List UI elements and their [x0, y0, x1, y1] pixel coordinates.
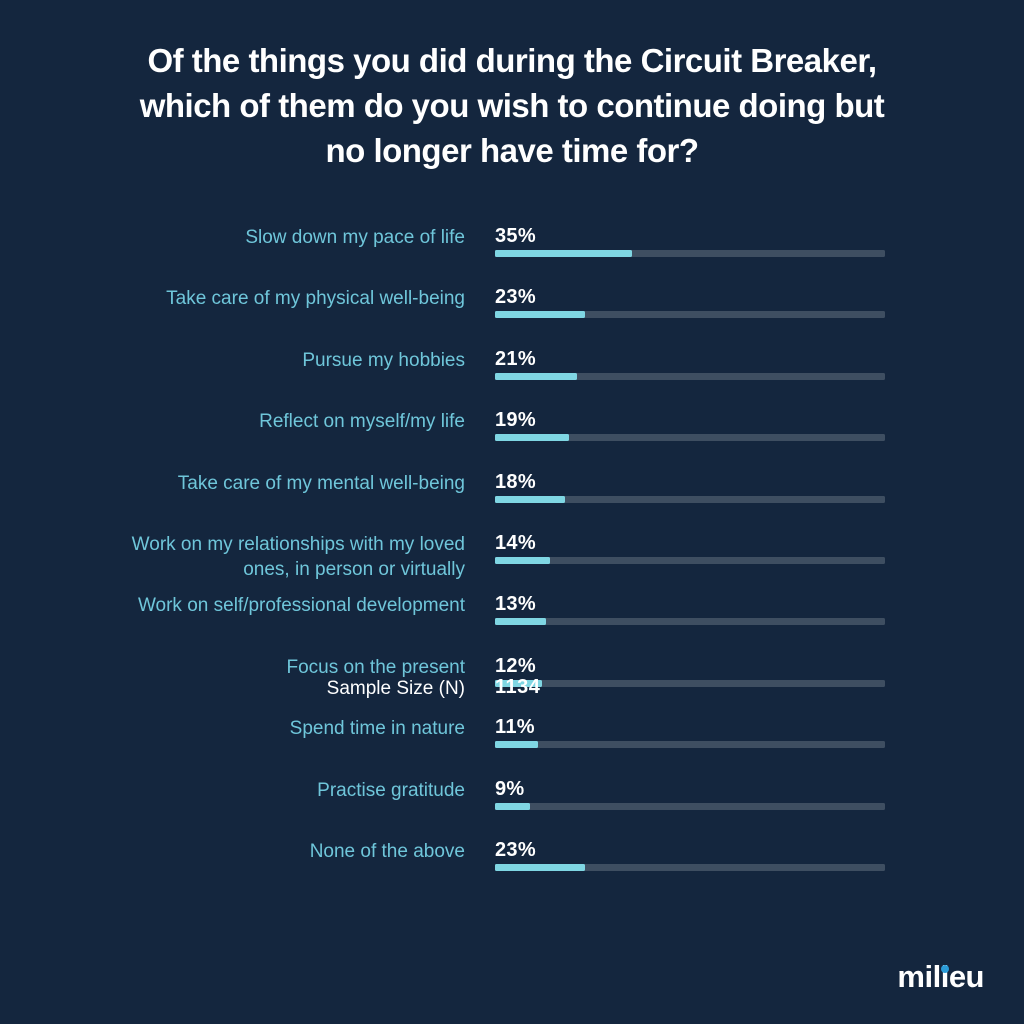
value-label: 18%	[495, 470, 536, 493]
value-label: 13%	[495, 593, 536, 616]
logo-dotted-i-letter: i	[940, 959, 950, 994]
bar-chart: Slow down my pace of life 35% Take care of…	[0, 224, 1024, 984]
bar-fill	[495, 864, 585, 871]
bar-fill	[495, 741, 538, 749]
category-label: Reflect on myself/my life	[259, 411, 465, 433]
value-label: 23%	[495, 286, 536, 309]
logo-text-pre: mil	[897, 959, 941, 994]
category-label: Focus on the present	[286, 656, 466, 678]
logo-blue-dot-icon	[940, 965, 949, 973]
bar-track	[495, 557, 885, 564]
category-label: Take care of my physical well-being	[166, 288, 465, 310]
category-label: Work on my relationships with my loved o…	[131, 534, 465, 580]
bar-fill	[495, 372, 577, 380]
bar-fill	[495, 250, 632, 257]
value-label: 23%	[495, 839, 536, 861]
sample-size-row: Sample Size (N) 1134	[0, 675, 1024, 705]
chart-row: Work on my relationships with my loved o…	[0, 531, 1024, 593]
chart-row: Pursue my hobbies 21%	[0, 347, 1024, 409]
category-label: Spend time in nature	[289, 718, 465, 740]
bar-track	[495, 434, 885, 442]
bar-fill	[495, 311, 585, 319]
logo-text-post: eu	[948, 959, 985, 994]
chart-row: Practise gratitude 9%	[0, 777, 1024, 839]
category-label: Pursue my hobbies	[302, 349, 465, 371]
bar-fill	[495, 802, 531, 810]
bar-fill	[495, 495, 566, 503]
title-line-1: Of the things you did during the Circuit…	[147, 42, 877, 79]
value-label: 9%	[495, 777, 525, 800]
value-label: 35%	[495, 225, 536, 247]
bar-fill	[495, 557, 550, 564]
logo-dotted-i: i	[940, 959, 950, 994]
category-label: None of the above	[309, 841, 465, 862]
value-label: 19%	[495, 409, 536, 432]
bar-track	[495, 618, 885, 626]
bar-track	[495, 495, 885, 503]
category-label: Work on self/professional development	[137, 595, 465, 617]
chart-row: Work on self/professional development 13%	[0, 592, 1024, 654]
chart-row: Take care of my physical well-being 23%	[0, 285, 1024, 347]
bar-fill	[495, 679, 542, 687]
bar-fill	[495, 618, 546, 626]
bar-fill	[495, 434, 570, 442]
bar-track	[495, 250, 885, 257]
value-label: 12%	[495, 654, 536, 677]
value-label: 14%	[495, 532, 536, 554]
chart-row: None of the above 23%	[0, 838, 1024, 900]
chart-row: Reflect on myself/my life 19%	[0, 408, 1024, 470]
sample-size-label: Sample Size (N)	[326, 678, 465, 699]
chart-row: Focus on the present 12%	[0, 654, 1024, 716]
bar-track	[495, 372, 885, 380]
sample-size-value: 1134	[495, 676, 541, 698]
bar-track	[495, 311, 885, 319]
bar-track	[495, 864, 885, 871]
chart-title: Of the things you did during the Circuit…	[0, 38, 1024, 173]
milieu-logo: mil ieu	[897, 961, 984, 992]
bar-track	[495, 679, 885, 687]
value-label: 21%	[495, 347, 536, 370]
bar-track	[495, 802, 885, 810]
chart-row: Slow down my pace of life 35%	[0, 224, 1024, 286]
chart-row: Take care of my mental well-being 18%	[0, 470, 1024, 532]
value-label: 11%	[495, 716, 535, 739]
title-line-2: which of them do you wish to continue do…	[139, 87, 885, 124]
chart-row: Spend time in nature 11%	[0, 715, 1024, 777]
category-label: Practise gratitude	[317, 779, 465, 801]
title-line-3: no longer have time for?	[325, 132, 699, 169]
bar-track	[495, 741, 885, 749]
category-label: Take care of my mental well-being	[177, 472, 465, 494]
category-label: Slow down my pace of life	[245, 227, 465, 248]
